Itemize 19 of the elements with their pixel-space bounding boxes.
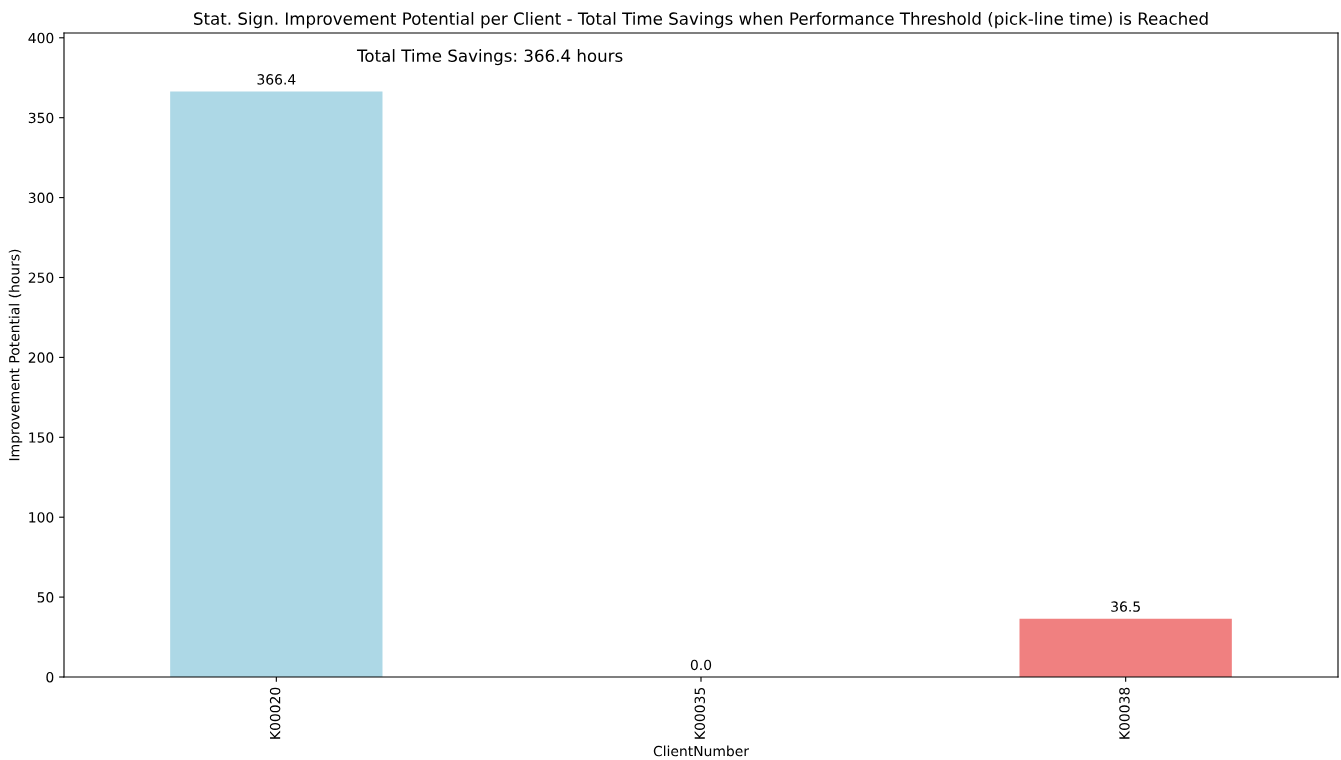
annotation: Total Time Savings: 366.4 hours xyxy=(356,49,623,66)
y-tick-label: 400 xyxy=(28,32,54,44)
y-tick-label: 350 xyxy=(28,112,54,124)
data-label: 36.5 xyxy=(1111,601,1140,612)
y-tick-label: 200 xyxy=(28,352,54,363)
x-tick-label: K00035 xyxy=(694,687,706,739)
y-tick-label: 150 xyxy=(29,432,54,443)
y-tick-label: 0 xyxy=(46,671,54,683)
y-tick-label: 250 xyxy=(28,272,54,283)
chart-title: Stat. Sign. Improvement Potential per Client - Total Time Savings when Performance Threshold (pick-line time) is Reached xyxy=(194,12,1208,29)
y-tick-label: 100 xyxy=(29,512,54,523)
y-tick-label: 300 xyxy=(28,192,54,204)
data-label: 366.4 xyxy=(257,74,296,85)
x-axis-title: ClientNumber xyxy=(653,745,749,757)
y-axis-title: Improvement Potential (hours) xyxy=(8,249,23,461)
x-tick-label: K00020 xyxy=(269,687,281,739)
x-tick-label: K00038 xyxy=(1119,687,1130,739)
y-tick-label: 50 xyxy=(37,592,54,603)
data-label: 0.0 xyxy=(690,659,712,671)
